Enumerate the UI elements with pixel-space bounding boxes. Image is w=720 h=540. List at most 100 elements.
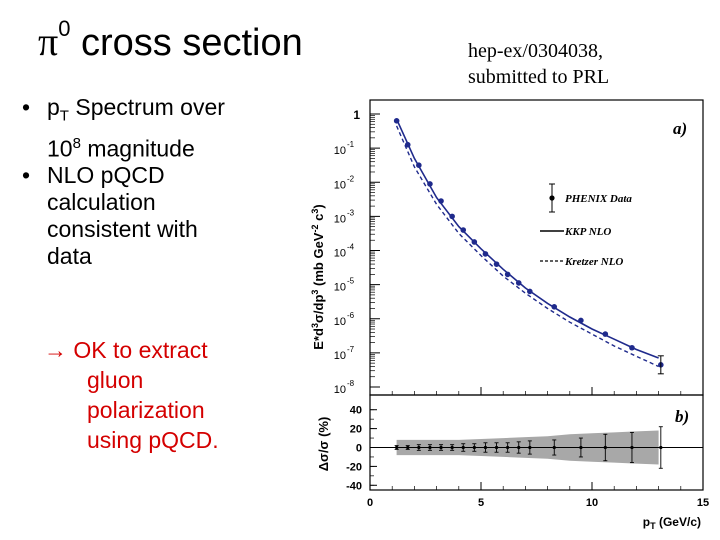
asymmetry-data-point — [659, 445, 663, 450]
y-tick-label: 1 — [353, 108, 360, 122]
conclusion-text: → OK to extract gluon polarization using… — [44, 335, 284, 455]
x-axis-title-part: (GeV/c) — [656, 515, 701, 529]
y-axis-title-part: -2 — [310, 225, 320, 233]
asymmetry-data-point — [603, 445, 607, 450]
y-tick-label-exponent: -7 — [347, 345, 355, 354]
y-tick-label: 10-8 — [334, 379, 355, 396]
asymmetry-data-point — [472, 445, 476, 450]
conclusion-line: using pQCD. — [87, 427, 219, 453]
y-tick-label-exponent: -8 — [347, 379, 355, 388]
panel-b-label: b) — [675, 407, 689, 426]
bullet-dot-icon: • — [22, 94, 31, 120]
bullet-magnitude-exp: 8 — [72, 134, 81, 152]
y-axis-title-part: (mb GeV — [311, 232, 326, 289]
phenix-data-point — [551, 304, 558, 310]
asymmetry-data-point — [552, 445, 556, 450]
y-tick-label: 10-1 — [334, 140, 355, 157]
reference-line-2: submitted to PRL — [468, 66, 610, 88]
panel-b-y-tick-label: 0 — [356, 443, 362, 455]
y-tick-label: 10-6 — [334, 311, 355, 328]
phenix-data-point — [578, 317, 584, 324]
asymmetry-data-point — [417, 445, 421, 450]
phenix-data-point — [449, 213, 455, 220]
bullet-nlo-line: consistent with — [47, 216, 198, 242]
panel-b-frame — [369, 394, 704, 491]
panel-a-frame — [369, 99, 704, 396]
bullet-nlo-line: data — [47, 243, 92, 269]
slide-title: π0 cross section — [38, 16, 303, 65]
legend-kkp-label: KKP NLO — [564, 226, 611, 238]
bullet-pt-subscript: T — [59, 107, 69, 125]
bullet-nlo-text: NLO pQCD calculation consistent with dat… — [47, 162, 198, 270]
bullet-spectrum-text: pT Spectrum over 108 magnitude — [47, 94, 225, 162]
asymmetry-data-point — [395, 445, 399, 450]
x-tick-label: 0 — [367, 497, 373, 509]
panel-a-label: a) — [673, 119, 687, 138]
y-tick-label-base: 1 — [353, 108, 360, 122]
asymmetry-data-point — [450, 445, 454, 450]
phenix-data-point — [393, 118, 400, 124]
legend-kretzer-label: Kretzer NLO — [564, 256, 623, 268]
asymmetry-data-point — [494, 445, 499, 450]
y-tick-label-exponent: -1 — [347, 140, 355, 149]
y-tick-label-base: 10 — [334, 145, 346, 157]
y-axis-title-part: c — [311, 214, 326, 225]
asymmetry-data-point — [461, 445, 465, 450]
asymmetry-data-point — [428, 445, 432, 450]
y-tick-label-exponent: -4 — [347, 243, 355, 252]
phenix-data-point — [504, 271, 511, 278]
conclusion-line: OK to extract — [73, 337, 208, 363]
y-axis-title-part: 3 — [310, 209, 320, 214]
series-kkp-nlo-line — [395, 118, 659, 359]
asymmetry-data-point — [506, 445, 510, 450]
x-tick-label: 5 — [478, 497, 484, 509]
panel-b-y-tick-label: 40 — [350, 405, 362, 417]
reference-line-1: hep-ex/0304038, — [468, 40, 603, 62]
y-tick-label-base: 10 — [334, 179, 346, 191]
y-tick-label: 10-5 — [334, 277, 355, 294]
x-tick-label: 15 — [697, 497, 709, 509]
phenix-data-point — [629, 344, 635, 351]
bullet-spectrum-line2: magnitude — [80, 135, 195, 162]
x-axis-title-part: T — [650, 521, 656, 531]
phenix-data-point — [416, 162, 422, 168]
x-axis-title-part: p — [643, 515, 650, 529]
title-superscript: 0 — [58, 16, 71, 41]
title-text: cross section — [70, 22, 303, 64]
legend-phenix-marker — [549, 195, 555, 201]
y-tick-label-base: 10 — [334, 213, 346, 225]
y-tick-label-base: 10 — [334, 350, 346, 362]
phenix-data-point — [404, 141, 411, 148]
phenix-data-point — [482, 251, 489, 257]
y-axis-title-part: E*d — [311, 328, 326, 350]
y-tick-label-base: 10 — [334, 316, 346, 328]
y-tick-label: 10-3 — [334, 208, 355, 225]
cross-section-figure: 110-110-210-310-410-510-610-710-8E*d3σ/d… — [310, 99, 709, 531]
y-tick-label-base: 10 — [334, 384, 346, 396]
asymmetry-data-point — [439, 445, 443, 450]
y-tick-label-base: 10 — [334, 248, 346, 260]
bullet-nlo-line: calculation — [47, 189, 156, 215]
asymmetry-data-point — [528, 445, 532, 450]
phenix-data-point — [471, 239, 478, 245]
bullet-dot-icon: • — [22, 162, 31, 188]
panel-a-y-axis-title: E*d3σ/dp3 (mb GeV-2 c3) — [310, 204, 326, 349]
panel-b-y-tick-label: -20 — [346, 461, 362, 473]
asymmetry-data-point — [579, 445, 583, 450]
asymmetry-data-point — [630, 445, 634, 450]
y-axis-title-part: 3 — [310, 323, 320, 328]
bullet-pt-p: p — [47, 94, 60, 120]
phenix-data-point — [493, 261, 500, 267]
asymmetry-data-point — [517, 445, 521, 450]
phenix-data-point — [527, 288, 533, 295]
bullet-nlo: • NLO pQCD calculation consistent with d… — [22, 162, 282, 297]
y-axis-title-part: 3 — [310, 290, 320, 295]
phenix-data-point — [602, 331, 609, 337]
bullet-nlo-line: NLO pQCD — [47, 162, 165, 188]
bullet-spectrum: • pT Spectrum over 108 magnitude — [22, 94, 282, 161]
panel-b-y-axis-title: Δσ/σ (%) — [316, 417, 331, 472]
conclusion-line: gluon — [87, 367, 144, 393]
legend-phenix-label: PHENIX Data — [565, 193, 632, 205]
y-tick-label-exponent: -2 — [347, 174, 355, 183]
y-tick-label-exponent: -3 — [347, 208, 355, 217]
